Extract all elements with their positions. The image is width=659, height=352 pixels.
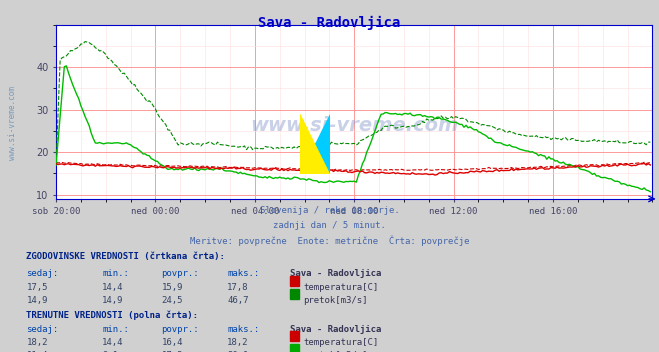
Text: 30,1: 30,1 — [227, 351, 249, 352]
Text: 17,3: 17,3 — [161, 351, 183, 352]
Text: temperatura[C]: temperatura[C] — [303, 338, 378, 347]
Text: maks.:: maks.: — [227, 269, 260, 278]
Text: 14,4: 14,4 — [102, 338, 124, 347]
Text: www.si-vreme.com: www.si-vreme.com — [8, 86, 17, 160]
Text: 18,2: 18,2 — [227, 338, 249, 347]
Text: zadnji dan / 5 minut.: zadnji dan / 5 minut. — [273, 221, 386, 230]
Text: sedaj:: sedaj: — [26, 325, 59, 334]
Text: 15,9: 15,9 — [161, 283, 183, 293]
Text: min.:: min.: — [102, 325, 129, 334]
Text: 17,5: 17,5 — [26, 283, 48, 293]
Text: 24,5: 24,5 — [161, 296, 183, 306]
Text: Sava - Radovljica: Sava - Radovljica — [290, 325, 382, 334]
Text: 17,8: 17,8 — [227, 283, 249, 293]
Text: min.:: min.: — [102, 269, 129, 278]
Text: povpr.:: povpr.: — [161, 325, 199, 334]
Text: 16,4: 16,4 — [161, 338, 183, 347]
Text: 14,9: 14,9 — [102, 296, 124, 306]
Text: sedaj:: sedaj: — [26, 269, 59, 278]
Text: temperatura[C]: temperatura[C] — [303, 283, 378, 293]
Text: TRENUTNE VREDNOSTI (polna črta):: TRENUTNE VREDNOSTI (polna črta): — [26, 310, 198, 320]
Text: pretok[m3/s]: pretok[m3/s] — [303, 351, 368, 352]
Text: 14,9: 14,9 — [26, 296, 48, 306]
Text: www.si-vreme.com: www.si-vreme.com — [250, 116, 459, 135]
Text: 46,7: 46,7 — [227, 296, 249, 306]
Polygon shape — [300, 114, 330, 174]
Text: 14,4: 14,4 — [102, 283, 124, 293]
Text: 18,2: 18,2 — [26, 338, 48, 347]
Text: Sava - Radovljica: Sava - Radovljica — [258, 16, 401, 30]
Text: Sava - Radovljica: Sava - Radovljica — [290, 269, 382, 278]
Text: ZGODOVINSKE VREDNOSTI (črtkana črta):: ZGODOVINSKE VREDNOSTI (črtkana črta): — [26, 252, 225, 261]
Text: 11,4: 11,4 — [26, 351, 48, 352]
Text: Meritve: povprečne  Enote: metrične  Črta: povprečje: Meritve: povprečne Enote: metrične Črta:… — [190, 235, 469, 246]
Text: Slovenija / reke in morje.: Slovenija / reke in morje. — [260, 206, 399, 215]
Text: pretok[m3/s]: pretok[m3/s] — [303, 296, 368, 306]
Text: povpr.:: povpr.: — [161, 269, 199, 278]
Text: maks.:: maks.: — [227, 325, 260, 334]
Polygon shape — [300, 114, 330, 174]
Text: 9,1: 9,1 — [102, 351, 118, 352]
